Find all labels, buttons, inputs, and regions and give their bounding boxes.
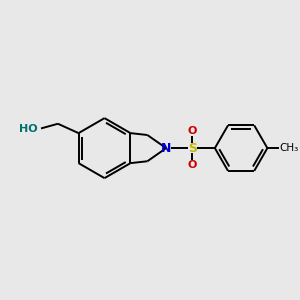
Text: N: N	[161, 142, 171, 154]
Text: CH₃: CH₃	[280, 143, 299, 153]
Text: O: O	[188, 126, 197, 136]
Text: HO: HO	[19, 124, 37, 134]
Text: S: S	[188, 142, 197, 154]
Text: O: O	[188, 160, 197, 170]
